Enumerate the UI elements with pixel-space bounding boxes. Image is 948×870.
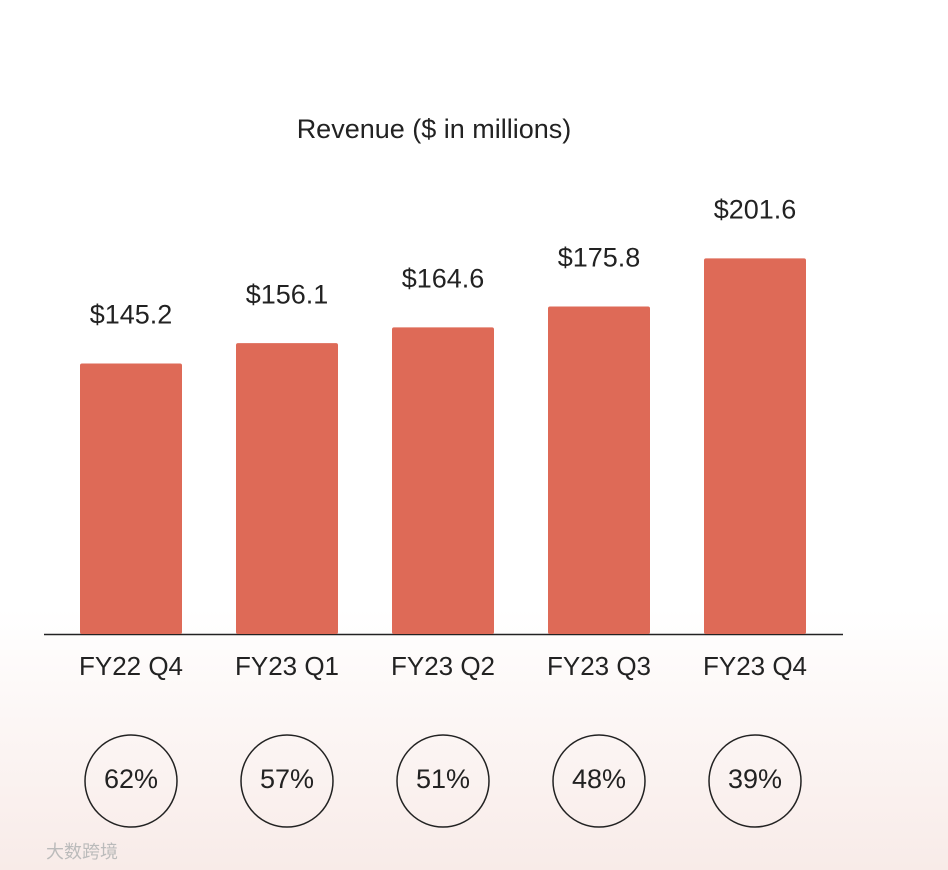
x-tick-label: FY23 Q4 <box>703 651 807 681</box>
value-label: $156.1 <box>246 279 329 309</box>
x-tick-label: FY23 Q3 <box>547 651 651 681</box>
percent-label: 51% <box>416 764 470 794</box>
chart-title: Revenue ($ in millions) <box>297 114 572 144</box>
percent-label: 39% <box>728 764 782 794</box>
watermark: 大数跨境 <box>46 842 118 862</box>
percent-circle <box>396 734 490 828</box>
value-label: $164.6 <box>402 263 485 293</box>
value-label: $145.2 <box>90 300 173 330</box>
bar <box>236 343 338 634</box>
percent-circle <box>84 734 178 828</box>
x-tick-label: FY23 Q1 <box>235 651 339 681</box>
percent-label: 62% <box>104 764 158 794</box>
percent-circle <box>552 734 646 828</box>
bar <box>704 258 806 634</box>
bar <box>392 327 494 634</box>
value-label: $175.8 <box>558 243 641 273</box>
x-tick-label: FY22 Q4 <box>79 651 183 681</box>
percent-label: 57% <box>260 764 314 794</box>
percent-circle <box>240 734 334 828</box>
x-tick-label: FY23 Q2 <box>391 651 495 681</box>
percent-label: 48% <box>572 764 626 794</box>
percent-circle <box>708 734 802 828</box>
bar <box>80 363 182 634</box>
value-label: $201.6 <box>714 195 797 225</box>
bar <box>548 306 650 634</box>
